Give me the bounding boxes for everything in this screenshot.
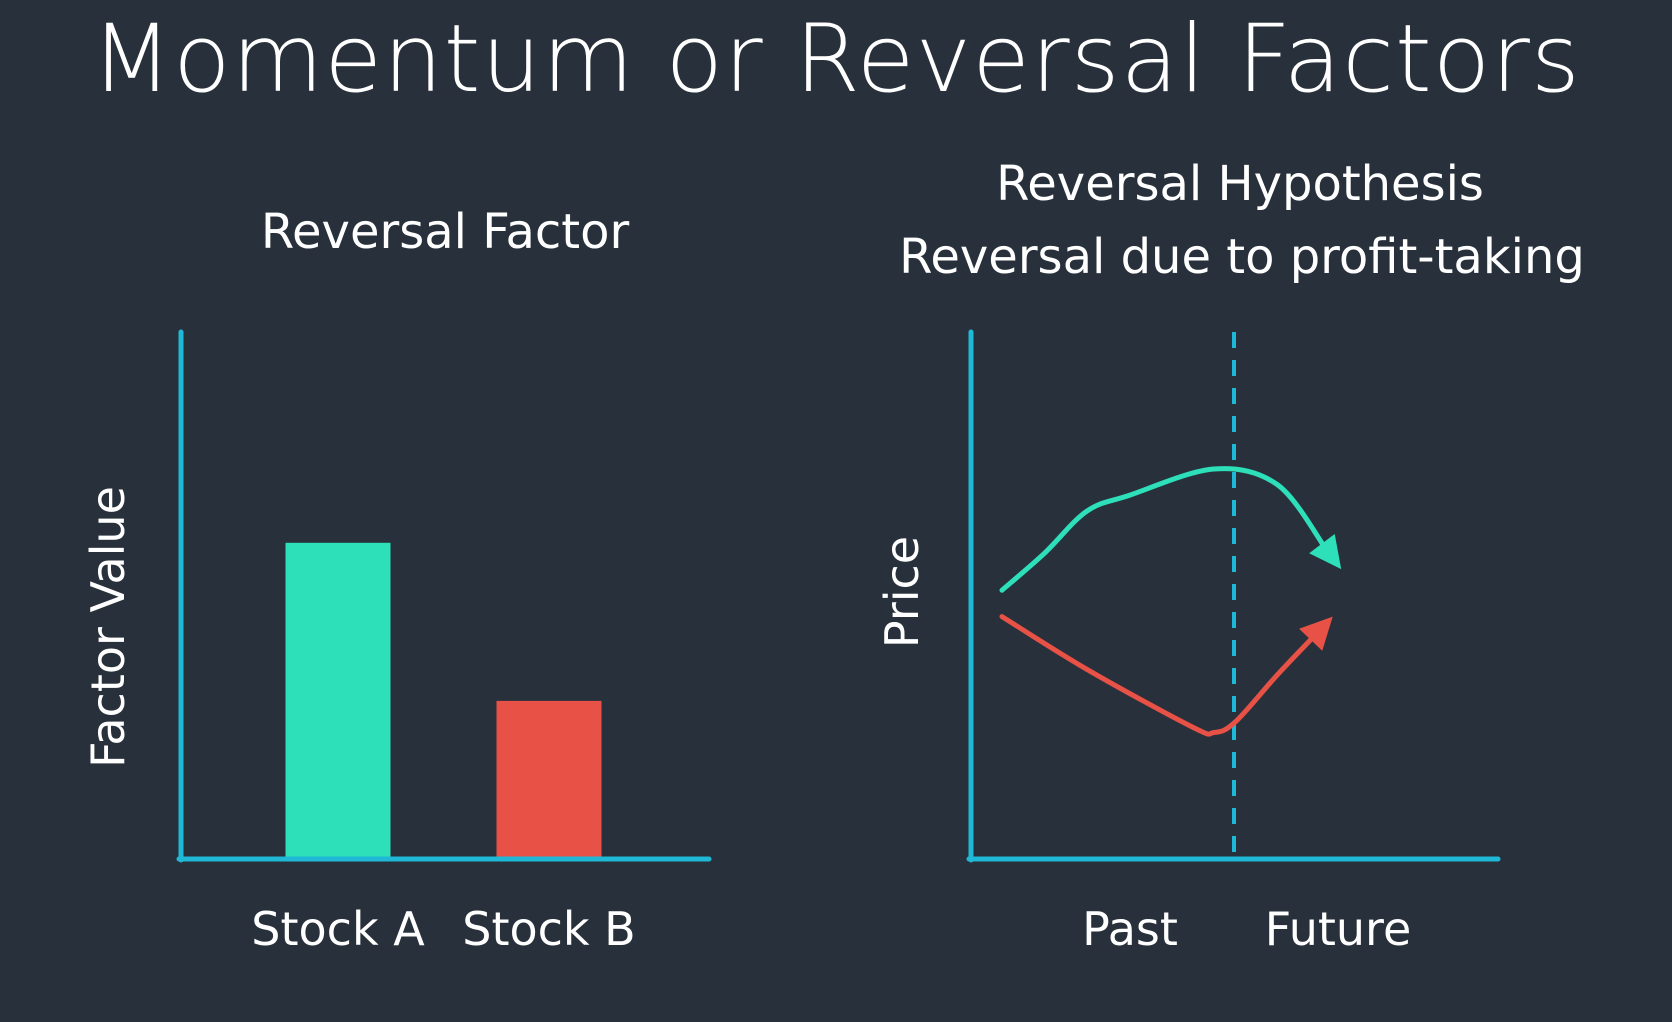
bar-stock-a [285,542,391,859]
x-region-label-future: Future [1265,902,1412,956]
series-line-red [999,614,1318,737]
category-label-stock-a: Stock A [251,902,425,956]
line-chart-title: Reversal Hypothesis [996,156,1484,212]
series-arrowhead-teal [1309,533,1342,570]
series-line-teal [999,466,1329,593]
line-chart-series [999,466,1342,737]
bar-chart-category-labels: Stock A Stock B [251,902,635,956]
x-region-label-past: Past [1082,902,1178,956]
line-chart-subtitle: Reversal due to profit-taking [899,229,1585,285]
series-arrowhead-red [1299,616,1333,651]
bar-chart-bars [285,542,602,859]
bar-chart-y-axis-label: Factor Value [81,486,135,768]
bar-stock-b [496,700,602,859]
reversal-hypothesis-line-chart: Reversal Hypothesis Reversal due to prof… [875,156,1585,956]
reversal-factor-bar-chart: Reversal Factor Factor Value Stock A Stoc… [81,204,712,956]
category-label-stock-b: Stock B [462,902,636,956]
bar-chart-title: Reversal Factor [261,204,630,260]
line-chart-y-axis-label: Price [875,536,929,648]
slide-title: Momentum or Reversal Factors [91,5,1581,114]
